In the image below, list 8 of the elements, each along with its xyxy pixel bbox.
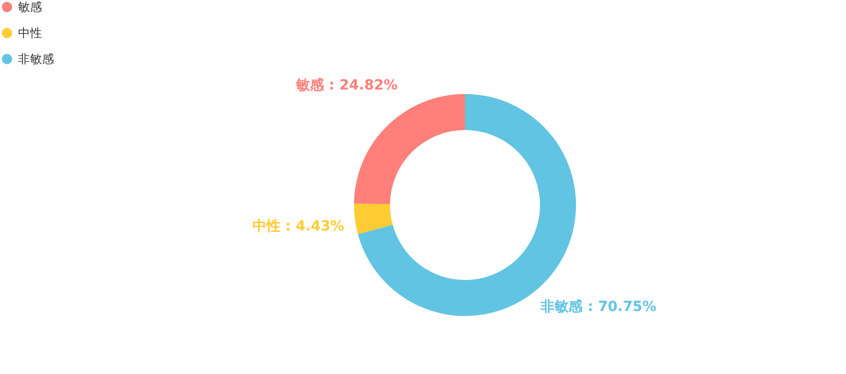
data-label: 中性 : 4.43% — [252, 218, 344, 234]
legend-label: 敏感 — [18, 0, 42, 14]
donut-slice — [354, 204, 393, 234]
data-label: 敏感 : 24.82% — [295, 78, 398, 94]
data-label: 非敏感 : 70.75% — [540, 298, 656, 315]
legend-label: 中性 — [18, 26, 42, 40]
donut-slice — [354, 94, 465, 204]
legend-label: 非敏感 — [18, 52, 54, 66]
